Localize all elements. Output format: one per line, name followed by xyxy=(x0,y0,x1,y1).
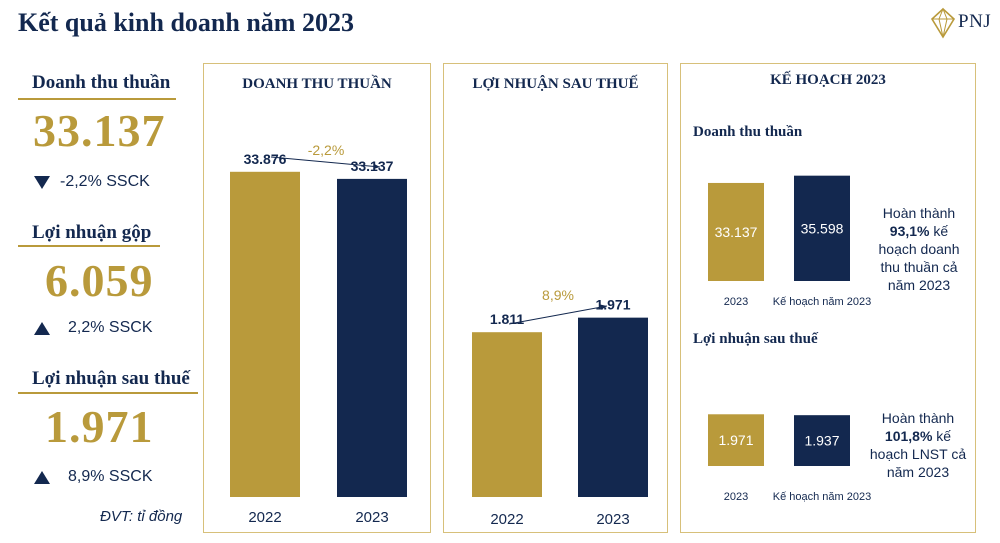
kpi-value-revenue: 33.137 xyxy=(33,105,166,156)
kpi-value-net-profit: 1.971 xyxy=(45,401,154,452)
diamond-icon xyxy=(930,7,956,39)
pnj-logo: PNJ xyxy=(928,5,996,41)
change-label: 8,9% xyxy=(542,287,574,303)
bar-value-label: 1.971 xyxy=(718,432,753,448)
revenue-chart-panel: DOANH THU THUẦN 33.876 2022 33.137 2023 -2,2… xyxy=(203,63,431,533)
bar-2022 xyxy=(472,332,542,497)
plan-revenue-note: Hoàn thành 93,1% kế hoạch doanh thu thuầ… xyxy=(878,205,960,293)
chart-title-net-profit: LỢI NHUẬN SAU THUẾ xyxy=(472,76,639,92)
plan-net-profit-note: Hoàn thành 101,8% kế hoạch LNST cả năm 2… xyxy=(869,410,967,480)
category-label: 2022 xyxy=(248,509,281,526)
kpi-divider xyxy=(18,245,160,247)
change-arrowhead-icon xyxy=(373,163,380,170)
plan-panel: KẾ HOẠCH 2023 Doanh thu thuần 33.137 2023… xyxy=(680,63,976,533)
kpi-divider xyxy=(18,98,176,100)
bar-value-label: 1.811 xyxy=(490,311,524,327)
up-triangle-icon xyxy=(34,322,50,335)
bar-2023 xyxy=(708,414,764,466)
change-arrow-line xyxy=(270,156,381,168)
bar-value-label: 1.971 xyxy=(595,297,630,313)
category-label: Kế hoạch năm 2023 xyxy=(773,491,871,503)
kpi-value-gross-profit: 6.059 xyxy=(45,255,154,306)
bar-value-label: 1.937 xyxy=(804,433,839,449)
plan-net-profit-bar-chart: 1.971 2023 1.937 Kế hoạch năm 2023 xyxy=(708,414,871,503)
plan-net-profit-title: Lợi nhuận sau thuế xyxy=(693,331,818,347)
bar-Kế hoạch năm 2023 xyxy=(794,415,850,466)
category-label: 2023 xyxy=(355,509,388,526)
bar-value-label: 33.876 xyxy=(244,151,287,167)
bar-2023 xyxy=(708,182,764,281)
category-label: 2023 xyxy=(724,296,748,308)
unit-note: ĐVT: tỉ đồng xyxy=(100,508,183,525)
change-arrowhead-icon xyxy=(600,304,607,310)
kpi-label-net-profit: Lợi nhuận sau thuế xyxy=(32,368,190,389)
up-triangle-icon xyxy=(34,471,50,484)
bar-value-label: 35.598 xyxy=(801,220,844,236)
bar-2023 xyxy=(578,317,648,497)
kpi-divider xyxy=(18,392,198,394)
change-label: -2,2% xyxy=(308,142,345,158)
bar-Kế hoạch năm 2023 xyxy=(794,175,850,281)
kpi-label-gross-profit: Lợi nhuận gộp xyxy=(32,222,152,243)
plan-panel-title: KẾ HOẠCH 2023 xyxy=(770,72,886,88)
plan-revenue-title: Doanh thu thuần xyxy=(693,124,803,140)
kpi-change-revenue: -2,2% SSCK xyxy=(60,173,150,190)
category-label: Kế hoạch năm 2023 xyxy=(773,296,871,308)
net-profit-bar-chart: 1.811 2022 1.971 2023 8,9% xyxy=(472,287,648,528)
category-label: 2023 xyxy=(724,491,748,503)
kpi-change-gross-profit: 2,2% SSCK xyxy=(68,319,153,336)
category-label: 2022 xyxy=(490,511,523,528)
down-triangle-icon xyxy=(34,176,50,189)
bar-2023 xyxy=(337,178,407,497)
bar-value-label: 33.137 xyxy=(715,224,758,240)
page-title: Kết quả kinh doanh năm 2023 xyxy=(18,8,354,37)
chart-title-revenue: DOANH THU THUẦN xyxy=(242,76,392,92)
category-label: 2023 xyxy=(596,511,629,528)
bar-2022 xyxy=(230,171,300,497)
net-profit-chart-panel: LỢI NHUẬN SAU THUẾ 1.811 2022 1.971 2023 8,9… xyxy=(443,63,668,533)
kpi-change-net-profit: 8,9% SSCK xyxy=(68,468,153,485)
change-arrow-line xyxy=(508,305,608,325)
plan-revenue-bar-chart: 33.137 2023 35.598 Kế hoạch năm 2023 xyxy=(708,175,871,308)
logo-text: PNJ xyxy=(958,11,992,32)
kpi-label-revenue: Doanh thu thuần xyxy=(32,72,171,93)
